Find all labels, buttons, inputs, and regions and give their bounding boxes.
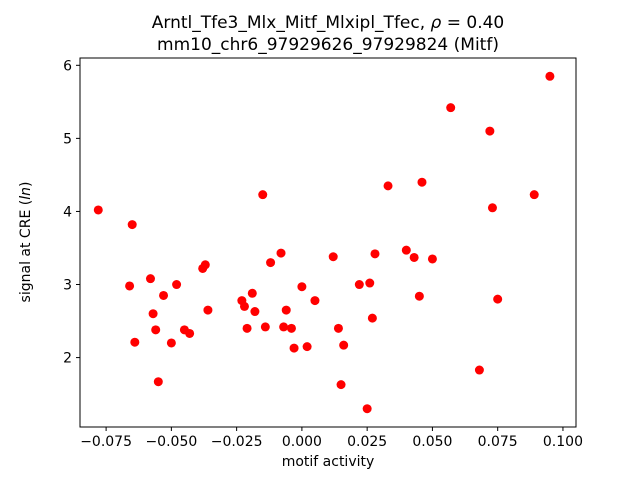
data-point bbox=[370, 249, 380, 259]
data-point bbox=[153, 377, 163, 387]
data-point bbox=[310, 296, 320, 306]
data-point bbox=[474, 365, 484, 375]
data-point bbox=[289, 343, 299, 353]
data-point bbox=[166, 338, 176, 348]
data-point bbox=[247, 288, 257, 298]
data-point bbox=[328, 252, 338, 262]
x-axis-label: motif activity bbox=[281, 454, 375, 470]
data-point bbox=[365, 278, 375, 288]
data-point bbox=[145, 274, 155, 284]
data-point bbox=[151, 325, 161, 335]
data-point bbox=[485, 126, 495, 136]
data-point bbox=[487, 203, 497, 213]
data-point bbox=[242, 323, 252, 333]
data-point bbox=[250, 307, 260, 317]
y-axis-label-suffix: ) bbox=[18, 181, 34, 188]
data-point bbox=[417, 177, 427, 187]
data-point bbox=[258, 190, 268, 200]
data-point bbox=[362, 404, 372, 414]
data-point bbox=[493, 294, 503, 304]
data-point bbox=[427, 254, 437, 264]
data-point bbox=[172, 280, 182, 290]
data-point bbox=[297, 282, 307, 292]
data-point bbox=[414, 291, 424, 301]
data-point bbox=[279, 322, 289, 332]
data-point bbox=[333, 323, 343, 333]
data-point bbox=[185, 328, 195, 338]
data-point bbox=[367, 313, 377, 323]
data-point bbox=[281, 305, 291, 315]
data-point bbox=[339, 340, 349, 350]
x-tick-label: 0.050 bbox=[412, 434, 452, 450]
x-tick-label: −0.050 bbox=[145, 434, 197, 450]
chart-title: Arntl_Tfe3_Mlx_Mitf_Mlxipl_Tfec, ρ = 0.4… bbox=[80, 12, 576, 57]
x-tick-label: −0.025 bbox=[211, 434, 263, 450]
chart-subtitle: mm10_chr6_97929626_97929824 (Mitf) bbox=[157, 35, 499, 56]
data-point bbox=[354, 280, 364, 290]
data-point bbox=[545, 71, 555, 81]
y-tick-label: 3 bbox=[63, 278, 72, 294]
chart-title-line1: Arntl_Tfe3_Mlx_Mitf_Mlxipl_Tfec, ρ = 0.4… bbox=[80, 12, 576, 34]
y-axis-label-italic: ln bbox=[18, 187, 34, 200]
data-point bbox=[336, 380, 346, 390]
data-point bbox=[266, 258, 276, 268]
data-point bbox=[302, 342, 312, 352]
data-point bbox=[401, 245, 411, 255]
x-tick-label: 0.075 bbox=[478, 434, 518, 450]
data-point bbox=[383, 181, 393, 191]
y-tick-label: 5 bbox=[63, 131, 72, 147]
data-point bbox=[446, 103, 456, 113]
rho-symbol: ρ bbox=[430, 13, 442, 33]
x-tick-label: 0.100 bbox=[543, 434, 583, 450]
data-point bbox=[409, 252, 419, 262]
y-tick-label: 4 bbox=[63, 204, 72, 220]
data-point bbox=[93, 205, 103, 215]
data-point bbox=[286, 323, 296, 333]
x-tick-label: 0.025 bbox=[347, 434, 387, 450]
data-point bbox=[276, 248, 286, 258]
data-point bbox=[159, 290, 169, 300]
plot-frame bbox=[79, 57, 577, 428]
y-tick-label: 6 bbox=[63, 58, 72, 74]
data-point bbox=[239, 301, 249, 311]
data-point bbox=[203, 305, 213, 315]
y-axis-label-text: signal at CRE ( bbox=[18, 199, 34, 303]
y-axis-label: signal at CRE (ln) bbox=[18, 182, 34, 303]
title-text: Arntl_Tfe3_Mlx_Mitf_Mlxipl_Tfec, bbox=[151, 13, 431, 33]
title-rho-value: = 0.40 bbox=[441, 13, 505, 33]
data-point bbox=[260, 322, 270, 332]
x-tick-label: −0.075 bbox=[80, 434, 132, 450]
data-point bbox=[127, 220, 137, 230]
data-point bbox=[125, 281, 135, 291]
data-point bbox=[529, 190, 539, 200]
y-tick-label: 2 bbox=[63, 351, 72, 367]
data-point bbox=[200, 260, 210, 270]
data-point bbox=[130, 337, 140, 347]
x-tick-label: 0.000 bbox=[282, 434, 322, 450]
data-point bbox=[148, 309, 158, 319]
